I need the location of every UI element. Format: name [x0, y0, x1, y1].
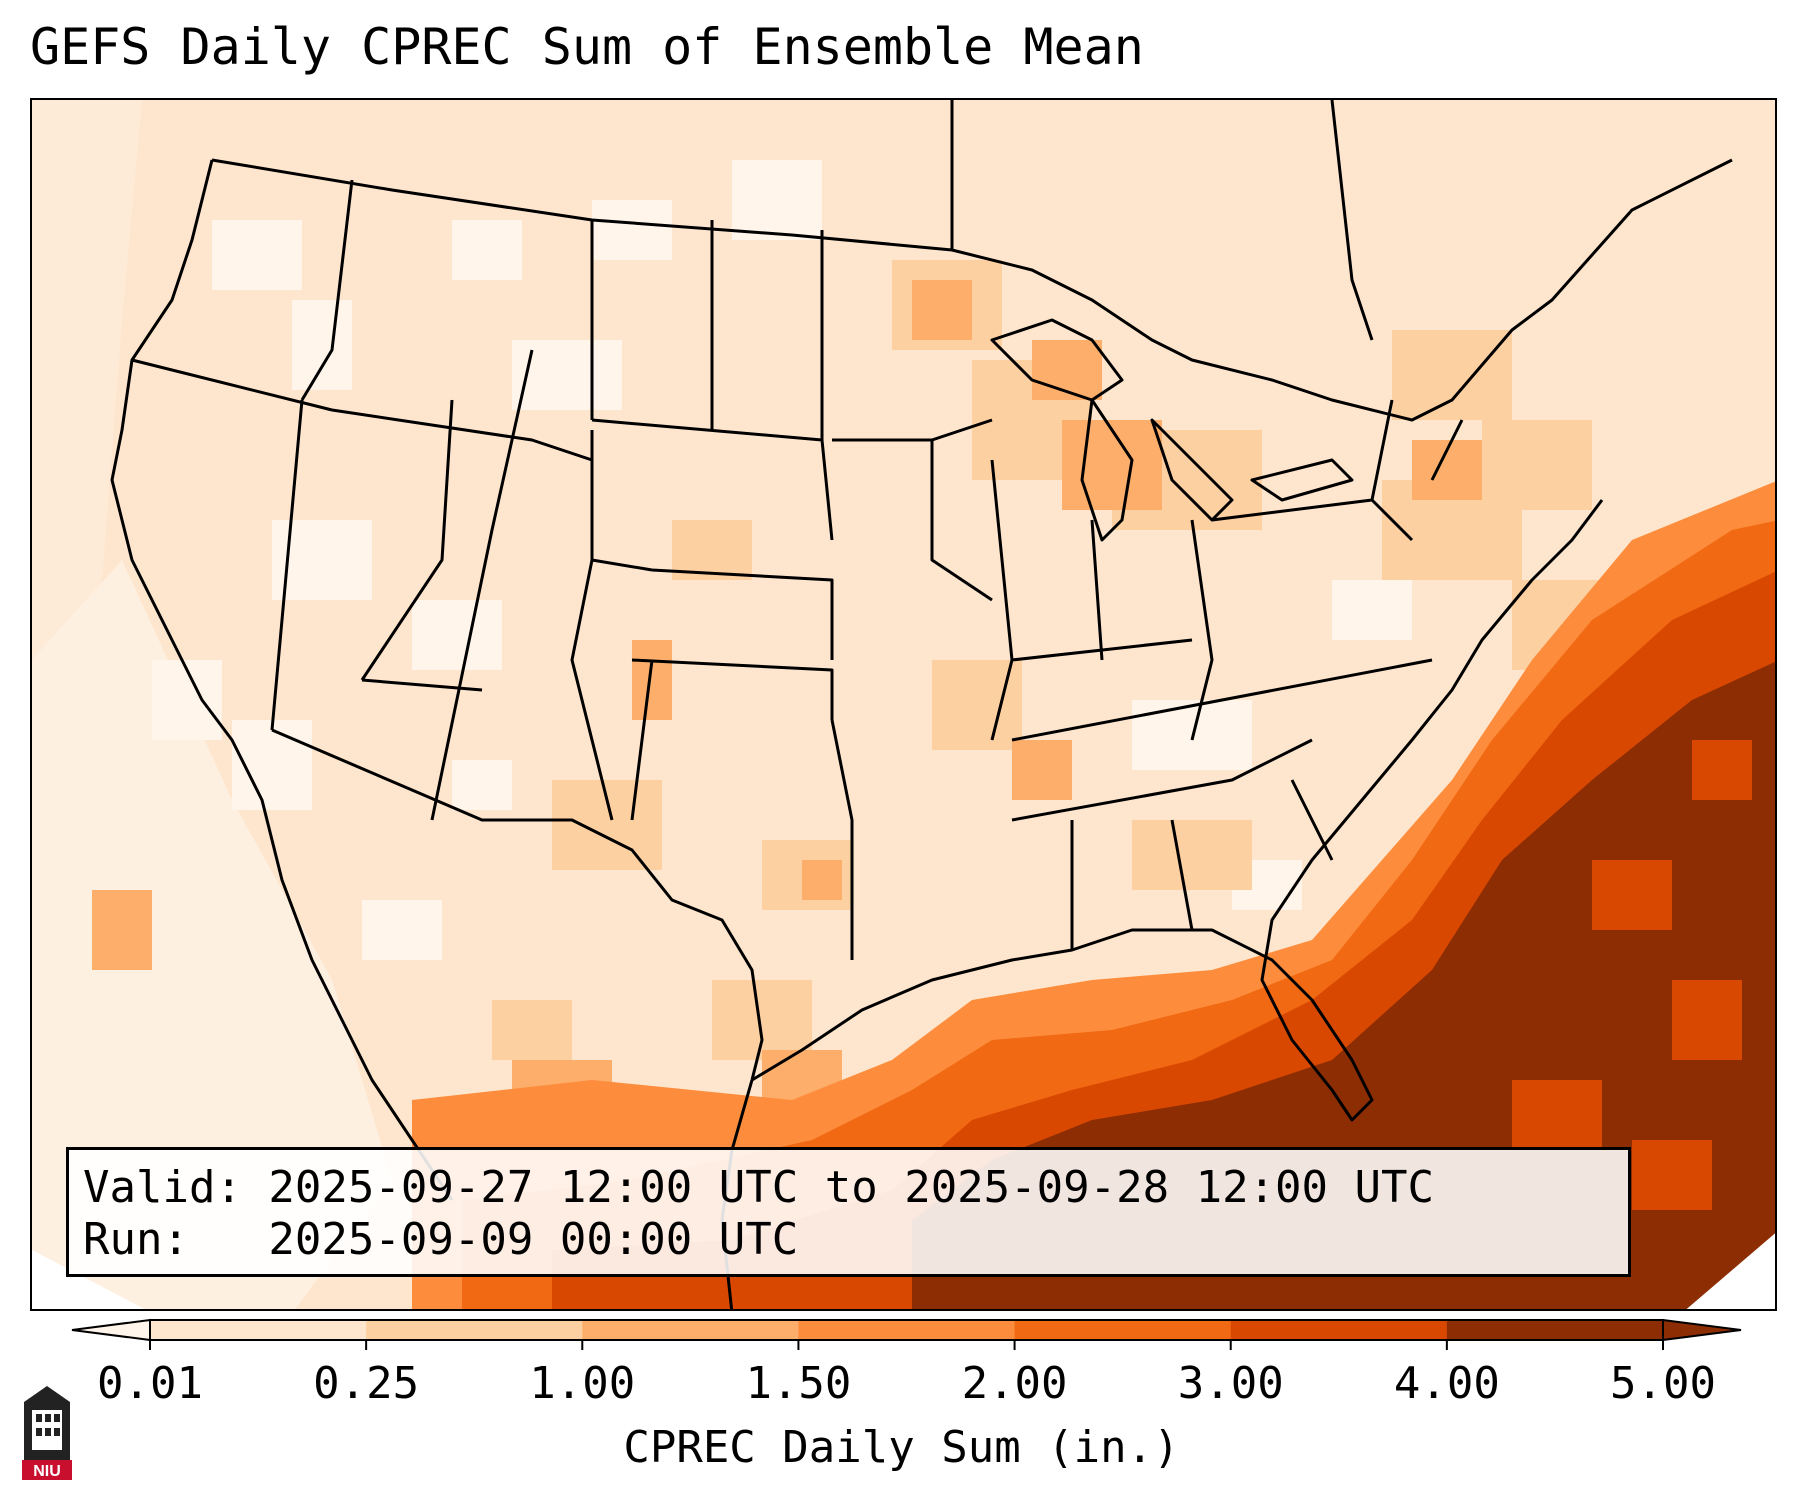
great-lakes — [990, 318, 1354, 542]
us-mexico-border — [271, 728, 764, 1081]
colorbar — [71, 1318, 1742, 1350]
map-title: GEFS Daily CPREC Sum of Ensemble Mean — [30, 18, 1144, 76]
state-lines-east — [832, 399, 1464, 950]
colorbar-segment — [1014, 1320, 1232, 1340]
colorbar-tick-label: 3.00 — [1177, 1358, 1284, 1409]
colorbar-extend-high — [1662, 1318, 1742, 1342]
state-lines-west — [131, 179, 593, 821]
colorbar-tick-label: 0.01 — [97, 1358, 203, 1409]
valid-run-info-box: Valid: 2025-09-27 12:00 UTC to 2025-09-2… — [66, 1147, 1631, 1277]
state-lines-central — [570, 220, 854, 960]
colorbar-segments — [71, 1318, 1742, 1342]
colorbar-tick-label: 2.00 — [961, 1358, 1068, 1409]
valid-time-line: Valid: 2025-09-27 12:00 UTC to 2025-09-2… — [83, 1162, 1435, 1213]
colorbar-tick-label: 1.50 — [745, 1358, 852, 1409]
logo-text: NIU — [33, 1463, 61, 1480]
niu-logo: NIU — [22, 1386, 72, 1480]
colorbar-tick-label: 0.25 — [313, 1358, 420, 1409]
colorbar-segment — [582, 1320, 799, 1340]
precip-map — [32, 100, 1775, 1309]
projection-edge-bl — [32, 1250, 145, 1309]
us-canada-border — [211, 158, 1733, 422]
gulf-coast — [751, 499, 1604, 1122]
colorbar-extend-low — [71, 1318, 151, 1342]
west-coast — [110, 159, 454, 1201]
projection-edge-right — [1686, 1233, 1775, 1309]
run-time-line: Run: 2025-09-09 00:00 UTC — [83, 1214, 799, 1265]
precip-field-west-ocean — [32, 100, 142, 700]
colorbar-tick-label: 5.00 — [1610, 1358, 1716, 1409]
canada-province-line — [950, 100, 1374, 341]
precip-patches-light — [152, 160, 1412, 960]
colorbar-segment — [366, 1320, 583, 1340]
colorbar-outline — [149, 1319, 1664, 1341]
colorbar-ticks — [149, 1340, 1664, 1350]
colorbar-segment — [150, 1320, 367, 1340]
colorbar-label: CPREC Daily Sum (in.) — [623, 1422, 1180, 1473]
colorbar-segment — [798, 1320, 1016, 1340]
colorbar-tick-label: 1.00 — [529, 1358, 636, 1409]
colorbar-segment — [1446, 1320, 1664, 1340]
colorbar-segment — [1230, 1320, 1448, 1340]
map-frame — [30, 98, 1777, 1311]
precip-field-sw-ocean — [32, 560, 392, 1309]
precip-patches-burnt — [1512, 740, 1752, 1210]
colorbar-tick-label: 4.00 — [1393, 1358, 1500, 1409]
